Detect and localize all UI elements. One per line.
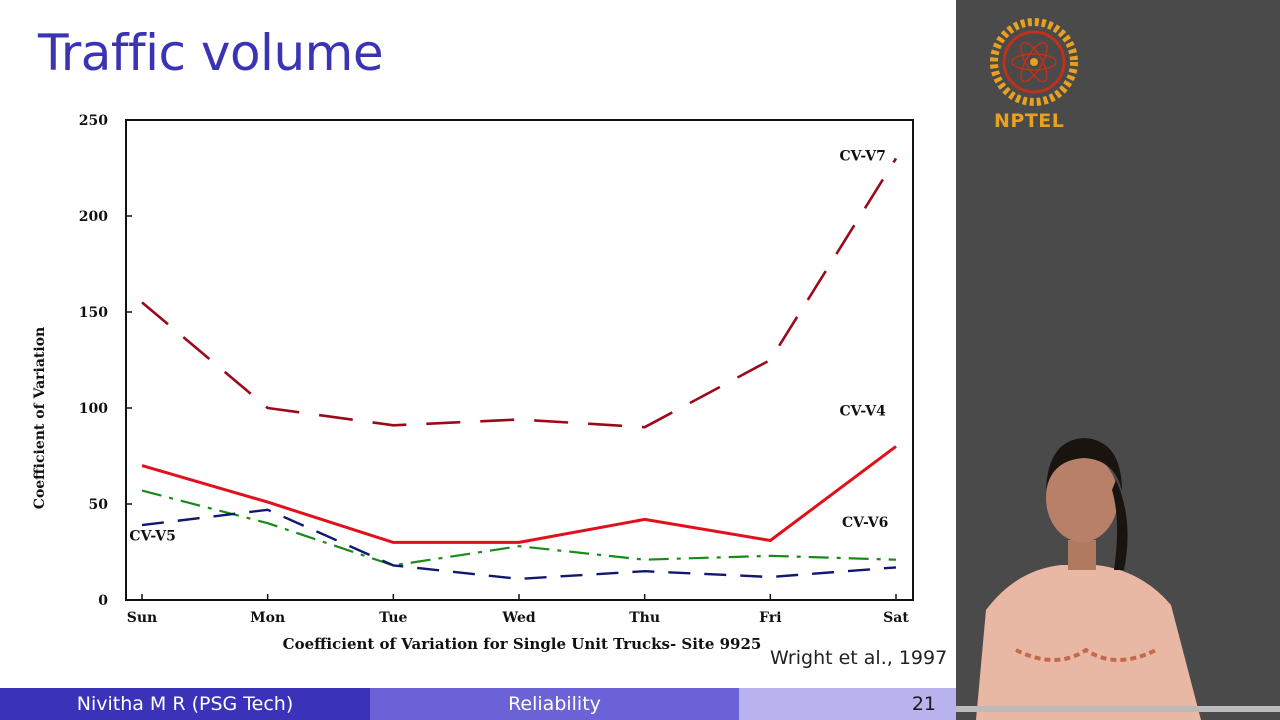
plot-frame (125, 119, 914, 601)
series-label-cv-v6: CV-V6 (842, 515, 888, 531)
nptel-logo-text: NPTEL (994, 110, 1065, 132)
x-tick-label: Thu (629, 610, 660, 626)
footer-bar: Nivitha M R (PSG Tech) Reliability 21 (0, 688, 956, 720)
series-label-cv-v4: CV-V4 (839, 404, 886, 420)
x-tick-label: Fri (759, 610, 781, 626)
series-line-cv-v5 (141, 508, 897, 581)
y-axis-label: Coefficient of Variation (32, 327, 48, 509)
x-tick-label: Wed (501, 610, 535, 626)
series-line-cv-v7 (141, 157, 898, 429)
y-tick-label: 0 (98, 593, 108, 609)
x-axis: Sun Mon Tue Wed Thu Fri Sat (127, 594, 909, 626)
series-line-cv-v6 (141, 489, 897, 567)
x-tick-label: Sun (127, 610, 157, 626)
slide-title: Traffic volume (38, 24, 384, 82)
y-tick-label: 200 (79, 209, 108, 225)
x-tick-label: Tue (379, 610, 407, 626)
citation: Wright et al., 1997 (770, 647, 948, 669)
y-tick-label: 50 (89, 497, 109, 513)
chart-caption: Coefficient of Variation for Single Unit… (283, 635, 762, 653)
series-label-cv-v5: CV-V5 (129, 528, 175, 544)
series-label-cv-v7: CV-V7 (839, 148, 885, 164)
y-axis: 0 50 100 150 200 250 (79, 113, 132, 609)
series-labels: CV-V7 CV-V4 CV-V6 CV-V5 (129, 148, 888, 544)
y-tick-label: 100 (79, 401, 108, 417)
slide: Traffic volume 0 50 100 150 200 250 Sun Mon Tue… (32, 24, 948, 669)
y-tick-label: 150 (79, 305, 108, 321)
footer-author: Nivitha M R (PSG Tech) (0, 688, 370, 720)
nptel-logo-icon (990, 18, 1078, 106)
video-sidebar: NPTEL (956, 0, 1280, 720)
presenter-video (956, 438, 1280, 720)
footer-topic: Reliability (370, 688, 739, 720)
x-tick-label: Mon (250, 610, 285, 626)
x-tick-label: Sat (883, 610, 909, 626)
series-lines (141, 157, 898, 581)
page-number: 21 (739, 688, 956, 720)
y-tick-label: 250 (79, 113, 108, 129)
series-line-cv-v4 (141, 445, 897, 544)
line-chart: 0 50 100 150 200 250 Sun Mon Tue Wed Thu Fri Sat CV… (32, 113, 914, 653)
